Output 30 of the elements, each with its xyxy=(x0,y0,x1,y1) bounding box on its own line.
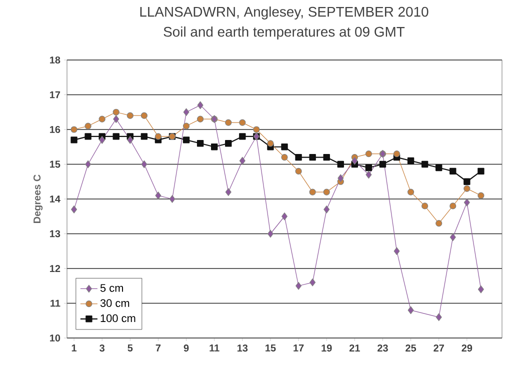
x-tick-label: 15 xyxy=(266,344,276,352)
y-tick-label: 12 xyxy=(50,265,60,272)
y-tick-label: 17 xyxy=(50,91,60,98)
chart-title: LLANSADWRN, Anglesey, SEPTEMBER 2010 xyxy=(140,6,428,20)
y-tick-label: 10 xyxy=(50,334,60,342)
y-tick-label: 13 xyxy=(50,230,60,238)
y-tick-label: 18 xyxy=(50,56,60,64)
x-tick-label: 27 xyxy=(434,344,444,352)
x-tick-label: 7 xyxy=(156,344,161,352)
x-tick-label: 23 xyxy=(378,344,388,352)
legend-label: 30 cm xyxy=(100,299,130,307)
y-axis-title: Degrees C xyxy=(33,174,43,223)
x-tick-label: 19 xyxy=(322,344,332,352)
x-tick-label: 11 xyxy=(210,344,220,352)
x-tick-label: 25 xyxy=(406,344,416,352)
legend-label: 5 cm xyxy=(100,284,123,292)
legend-label: 100 cm xyxy=(100,314,136,322)
chart-subtitle: Soil and earth temperatures at 09 GMT xyxy=(164,26,405,40)
y-tick-label: 16 xyxy=(50,126,60,134)
y-tick-label: 11 xyxy=(50,300,60,307)
x-tick-label: 3 xyxy=(100,344,104,352)
y-tick-label: 14 xyxy=(50,196,60,202)
x-tick-label: 5 xyxy=(128,344,133,352)
x-tick-label: 9 xyxy=(184,344,189,352)
x-tick-label: 17 xyxy=(294,344,304,352)
x-tick-label: 29 xyxy=(462,344,472,352)
x-tick-label: 21 xyxy=(349,344,360,352)
y-tick-label: 15 xyxy=(50,160,60,168)
x-tick-label: 13 xyxy=(237,344,248,352)
x-tick-label: 1 xyxy=(72,344,77,352)
